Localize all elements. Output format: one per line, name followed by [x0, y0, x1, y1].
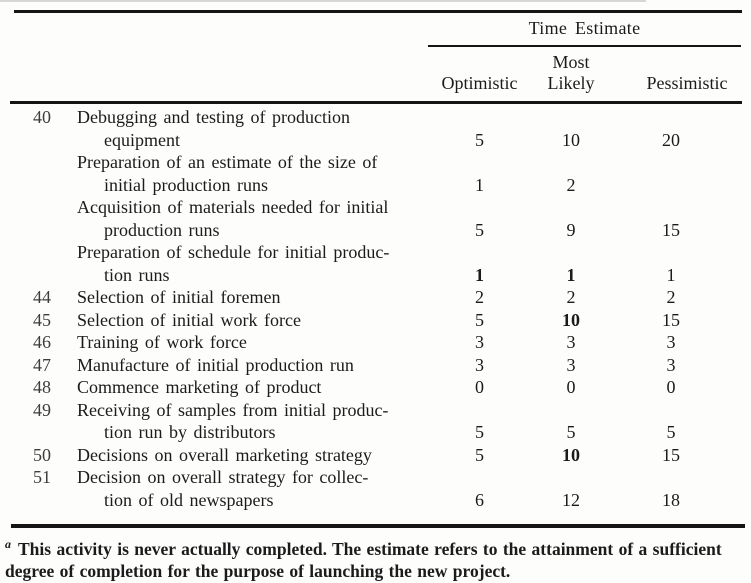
- header-bottom-rule: [10, 101, 742, 104]
- most-likely-value: 1: [566, 264, 576, 285]
- table-row: 49 Receiving of samples from initial pro…: [33, 399, 730, 444]
- column-header-most-likely: Most Likely: [530, 52, 612, 96]
- optimistic-value: 6: [475, 489, 484, 510]
- column-header-most-likely-line2: Likely: [547, 73, 595, 93]
- pessimistic-value: 0: [666, 377, 676, 397]
- pessimistic-value: 18: [662, 489, 680, 510]
- activity-line-1: Training of work force: [77, 332, 247, 352]
- column-header-most-likely-line1: Most: [552, 52, 590, 72]
- optimistic-value: 1: [475, 264, 484, 285]
- column-header-pessimistic: Pessimistic: [646, 73, 728, 93]
- most-likely-value: 5: [566, 422, 576, 442]
- column-group-label: Time Estimate: [528, 18, 641, 38]
- most-likely-value: 2: [566, 174, 576, 195]
- activity-line-2: tion of old newspapers: [104, 489, 274, 510]
- footnote-text-1: This activity is never actually complete…: [18, 538, 722, 559]
- table-row: Preparation of an estimate of the size o…: [33, 151, 730, 196]
- most-likely-value: 10: [562, 129, 580, 150]
- activity-line-2: tion runs: [104, 264, 170, 285]
- activity-line-1: Manufacture of initial production run: [77, 354, 354, 375]
- table-row: 51 Decision on overall strategy for coll…: [33, 466, 730, 511]
- activity-number: 45: [33, 309, 51, 330]
- pessimistic-value: 2: [666, 287, 676, 307]
- scan-artifact-line: [0, 0, 646, 2]
- activity-line-1: Debugging and testing of production: [77, 107, 350, 127]
- optimistic-value: 5: [475, 422, 484, 442]
- activity-number: 49: [33, 399, 51, 420]
- table-row: 48 Commence marketing of product 0 0 0: [33, 376, 730, 399]
- table-row: 40 Debugging and testing of production e…: [33, 106, 730, 151]
- footnote-line-2: degree of completion for the purpose of …: [5, 561, 511, 582]
- column-headers-row: Optimistic Most Likely Pessimistic: [33, 49, 730, 96]
- pessimistic-value: 20: [662, 129, 680, 150]
- table-row: 47 Manufacture of initial production run…: [33, 354, 730, 377]
- pessimistic-value: 15: [662, 219, 680, 240]
- footnote-marker: a: [5, 537, 11, 551]
- table-row: 46 Training of work force 3 3 3: [33, 331, 730, 354]
- activity-number: 44: [33, 287, 51, 307]
- most-likely-value: 10: [562, 309, 580, 330]
- optimistic-value: 0: [475, 377, 484, 397]
- table-row: 50 Decisions on overall marketing strate…: [33, 444, 730, 467]
- pessimistic-value: 5: [666, 422, 676, 442]
- activity-number: 51: [33, 467, 51, 487]
- pessimistic-value: 15: [662, 444, 680, 465]
- activity-number: 50: [33, 444, 51, 465]
- table-bottom-rule: [11, 524, 745, 528]
- activity-line-1: Commence marketing of product: [77, 377, 322, 397]
- optimistic-value: 5: [475, 129, 484, 150]
- group-label-underline: [428, 45, 741, 47]
- most-likely-value: 9: [566, 219, 576, 240]
- column-header-optimistic: Optimistic: [441, 73, 518, 93]
- table-row: Acquisition of materials needed for init…: [33, 196, 730, 241]
- most-likely-value: 3: [566, 332, 576, 352]
- activity-line-2: initial production runs: [104, 174, 268, 195]
- table-row: 44 Selection of initial foremen 2 2 2: [33, 286, 730, 309]
- activity-line-1: Preparation of an estimate of the size o…: [77, 152, 378, 172]
- activity-line-1: Selection of initial work force: [77, 309, 301, 330]
- footnote-line-1: a This activity is never actually complet…: [5, 533, 747, 560]
- activity-line-2: tion run by distributors: [104, 422, 276, 442]
- pessimistic-value: 15: [662, 309, 680, 330]
- activity-line-1: Acquisition of materials needed for init…: [77, 197, 389, 217]
- activity-line-1: Receiving of samples from initial produc…: [77, 399, 389, 420]
- activity-number: 47: [33, 354, 51, 375]
- table-footnote: a This activity is never actually complet…: [5, 533, 747, 583]
- most-likely-value: 3: [566, 354, 576, 375]
- most-likely-value: 12: [562, 489, 580, 510]
- activity-line-1: Preparation of schedule for initial prod…: [77, 242, 390, 262]
- activity-number: 40: [33, 107, 51, 127]
- spacer-num: [33, 94, 77, 96]
- activity-number: 48: [33, 377, 51, 397]
- optimistic-value: 3: [475, 354, 484, 375]
- activity-number: 46: [33, 332, 51, 352]
- optimistic-value: 5: [475, 444, 484, 465]
- table-body: 40 Debugging and testing of production e…: [33, 106, 730, 511]
- optimistic-value: 5: [475, 309, 484, 330]
- table-top-rule: [14, 10, 742, 13]
- optimistic-value: 1: [475, 174, 484, 195]
- activity-line-1: Selection of initial foremen: [77, 287, 281, 307]
- activity-line-2: equipment: [104, 129, 180, 150]
- spacer-activity: [77, 94, 429, 96]
- table-row: 45 Selection of initial work force 5 10 …: [33, 309, 730, 332]
- activity-line-1: Decisions on overall marketing strategy: [77, 444, 372, 465]
- most-likely-value: 0: [566, 377, 576, 397]
- pessimistic-value: 1: [666, 264, 676, 285]
- most-likely-value: 2: [566, 287, 576, 307]
- activity-line-1: Decision on overall strategy for collec-: [77, 467, 369, 487]
- optimistic-value: 3: [475, 332, 484, 352]
- table-row: Preparation of schedule for initial prod…: [33, 241, 730, 286]
- most-likely-value: 10: [562, 444, 580, 465]
- pessimistic-value: 3: [666, 354, 676, 375]
- optimistic-value: 5: [475, 219, 484, 240]
- optimistic-value: 2: [475, 287, 484, 307]
- activity-line-2: production runs: [104, 219, 220, 240]
- pessimistic-value: 3: [666, 332, 676, 352]
